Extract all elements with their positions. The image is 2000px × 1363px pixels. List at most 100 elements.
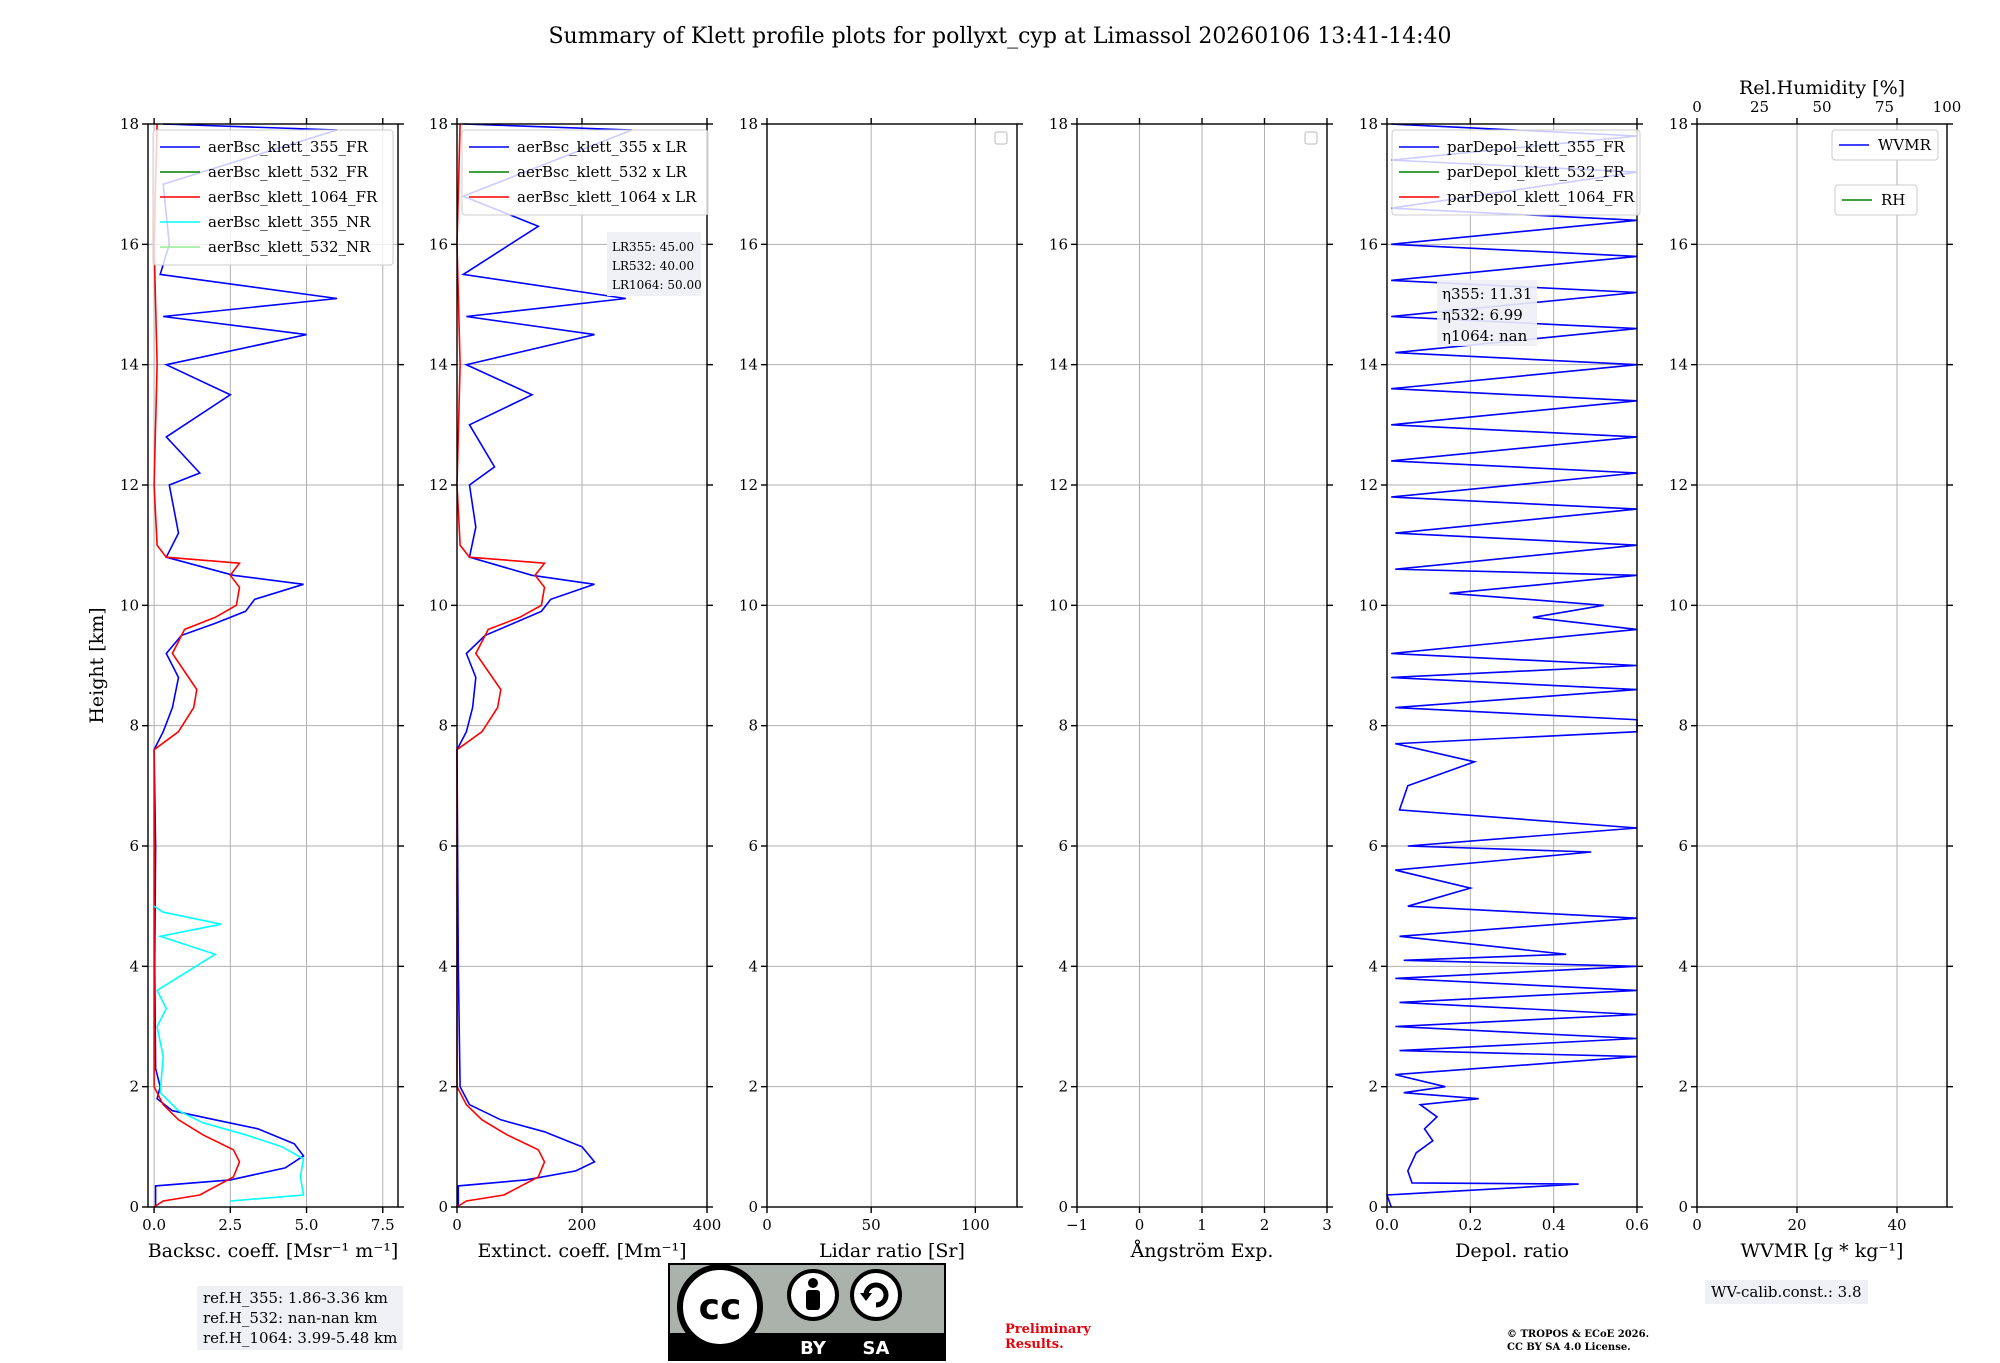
cc-license-badge: cc BY SA xyxy=(668,1263,946,1361)
legend-label: parDepol_klett_1064_FR xyxy=(1447,188,1635,206)
y-tick-label: 4 xyxy=(129,957,139,975)
x-axis-label: Lidar ratio [Sr] xyxy=(819,1240,965,1262)
legend-label: WVMR xyxy=(1878,136,1932,154)
x-tick-label: 3 xyxy=(1322,1216,1332,1234)
y-tick-label: 0 xyxy=(129,1198,139,1216)
eta-annotation: η355: 11.31 η532: 6.99 η1064: nan xyxy=(1437,280,1537,346)
top-tick-label: 0 xyxy=(1692,98,1702,116)
legend-label: RH xyxy=(1881,191,1905,209)
y-tick-label: 12 xyxy=(429,476,448,494)
legend-box xyxy=(1391,129,1641,216)
y-tick-label: 0 xyxy=(438,1198,448,1216)
lr-label: LR355: 45.00 xyxy=(612,240,694,254)
x-tick-label: 0 xyxy=(1135,1216,1145,1234)
x-tick-label: 0 xyxy=(762,1216,772,1234)
x-axis-label: Extinct. coeff. [Mm⁻¹] xyxy=(477,1240,686,1262)
x-tick-label: 7.5 xyxy=(371,1216,395,1234)
x-tick-label: 200 xyxy=(568,1216,597,1234)
y-tick-label: 4 xyxy=(1678,957,1688,975)
y-tick-label: 18 xyxy=(739,115,758,133)
y-tick-label: 8 xyxy=(1368,717,1378,735)
ref-height-1064: ref.H_1064: 3.99-5.48 km xyxy=(203,1329,398,1347)
y-tick-label: 0 xyxy=(1058,1198,1068,1216)
axes-frame xyxy=(766,123,1018,1208)
x-tick-label: 40 xyxy=(1887,1216,1906,1234)
top-tick-label: 100 xyxy=(1933,98,1962,116)
y-tick-label: 12 xyxy=(120,476,139,494)
legend-label: parDepol_klett_532_FR xyxy=(1447,163,1625,181)
copyright-line-2: CC BY SA 4.0 License. xyxy=(1507,1342,1631,1353)
y-tick-label: 14 xyxy=(429,356,448,374)
y-tick-label: 16 xyxy=(429,235,448,253)
x-tick-label: 2 xyxy=(1260,1216,1270,1234)
y-tick-label: 18 xyxy=(1669,115,1688,133)
x-tick-label: 0.0 xyxy=(1375,1216,1399,1234)
y-tick-label: 0 xyxy=(1678,1198,1688,1216)
y-axis-label: Height [km] xyxy=(86,607,108,723)
preliminary-line-1: Preliminary xyxy=(1005,1322,1091,1337)
lr-label: LR1064: 50.00 xyxy=(612,278,702,292)
x-axis-label: Ångström Exp. xyxy=(1130,1240,1274,1262)
axes-frame xyxy=(1696,123,1948,1208)
lr-annotation-box xyxy=(607,232,701,296)
y-tick-label: 6 xyxy=(129,837,139,855)
panel-dep: 0 2 4 6 8 10 12 14 16 18 0.0 0.2 0.4 0.6 Depol. ratio p… xyxy=(1359,115,1649,1262)
x-tick-label: 5.0 xyxy=(295,1216,319,1234)
x-axis-label: Backsc. coeff. [Msr⁻¹ m⁻¹] xyxy=(148,1240,399,1262)
panel-ext: 0 2 4 6 8 10 12 14 16 18 0 200 400 Extinct. coeff. [M… xyxy=(429,115,721,1262)
y-tick-label: 12 xyxy=(739,476,758,494)
series-line-parDepol_klett_355_FR xyxy=(1385,123,1638,1208)
series-line-aerBsc_klett_1064_FR xyxy=(153,123,242,1208)
y-tick-label: 10 xyxy=(120,596,139,614)
legend-label: aerBsc_klett_1064 x LR xyxy=(517,188,697,206)
x-tick-label: 0.6 xyxy=(1625,1216,1649,1234)
y-tick-label: 10 xyxy=(1359,596,1378,614)
x-tick-label: 0.4 xyxy=(1542,1216,1566,1234)
x-tick-label: 0.0 xyxy=(142,1216,166,1234)
y-tick-label: 18 xyxy=(120,115,139,133)
x-tick-label: 0.2 xyxy=(1458,1216,1482,1234)
preliminary-note: Preliminary Results. xyxy=(1005,1322,1091,1352)
legend-label: aerBsc_klett_532 x LR xyxy=(517,163,688,181)
cc-logo-text: cc xyxy=(699,1287,742,1328)
y-tick-label: 14 xyxy=(1359,356,1378,374)
x-tick-label: 1 xyxy=(1197,1216,1207,1234)
y-tick-label: 18 xyxy=(429,115,448,133)
y-tick-label: 16 xyxy=(1049,235,1068,253)
x-tick-label: −1 xyxy=(1066,1216,1088,1234)
legend: parDepol_klett_355_FR parDepol_klett_532_… xyxy=(1391,129,1641,216)
y-tick-label: 16 xyxy=(1359,235,1378,253)
y-tick-label: 12 xyxy=(1669,476,1688,494)
y-tick-label: 14 xyxy=(1049,356,1068,374)
series-line-aerBsc_klett_355 x LR xyxy=(456,123,633,1207)
x-tick-label: 50 xyxy=(862,1216,881,1234)
y-tick-label: 12 xyxy=(1359,476,1378,494)
legend-box xyxy=(461,129,709,216)
panel-bsc: 0 2 4 6 8 10 12 14 16 18 0.0 2.5 5.0 7.5 Backsc. coeff… xyxy=(86,115,404,1262)
lr-annotation: LR355: 45.00 LR532: 40.00 LR1064: 50.00 xyxy=(607,232,702,296)
y-tick-label: 2 xyxy=(1368,1078,1378,1096)
x-tick-label: 0 xyxy=(452,1216,462,1234)
x-tick-label: 100 xyxy=(961,1216,990,1234)
y-tick-label: 4 xyxy=(1058,957,1068,975)
y-tick-label: 6 xyxy=(1678,837,1688,855)
x-axis-label: Depol. ratio xyxy=(1455,1240,1569,1262)
y-tick-label: 8 xyxy=(129,717,139,735)
ref-heights-box: ref.H_355: 1.86-3.36 km ref.H_532: nan-n… xyxy=(197,1286,404,1350)
y-tick-label: 2 xyxy=(129,1078,139,1096)
empty-legend-box xyxy=(994,131,1008,145)
figure-title: Summary of Klett profile plots for polly… xyxy=(548,24,1451,49)
ref-height-532: ref.H_532: nan-nan km xyxy=(203,1309,378,1327)
x-tick-label: 0 xyxy=(1692,1216,1702,1234)
series-line-aerBsc_klett_1064 x LR xyxy=(456,123,547,1208)
y-tick-label: 6 xyxy=(748,837,758,855)
y-tick-label: 6 xyxy=(438,837,448,855)
y-tick-label: 2 xyxy=(438,1078,448,1096)
legend-label: aerBsc_klett_532_NR xyxy=(208,238,371,256)
legend: aerBsc_klett_355_FR aerBsc_klett_532_FRae… xyxy=(152,129,394,266)
y-tick-label: 6 xyxy=(1058,837,1068,855)
lr-label: LR532: 40.00 xyxy=(612,259,694,273)
y-tick-label: 4 xyxy=(1368,957,1378,975)
